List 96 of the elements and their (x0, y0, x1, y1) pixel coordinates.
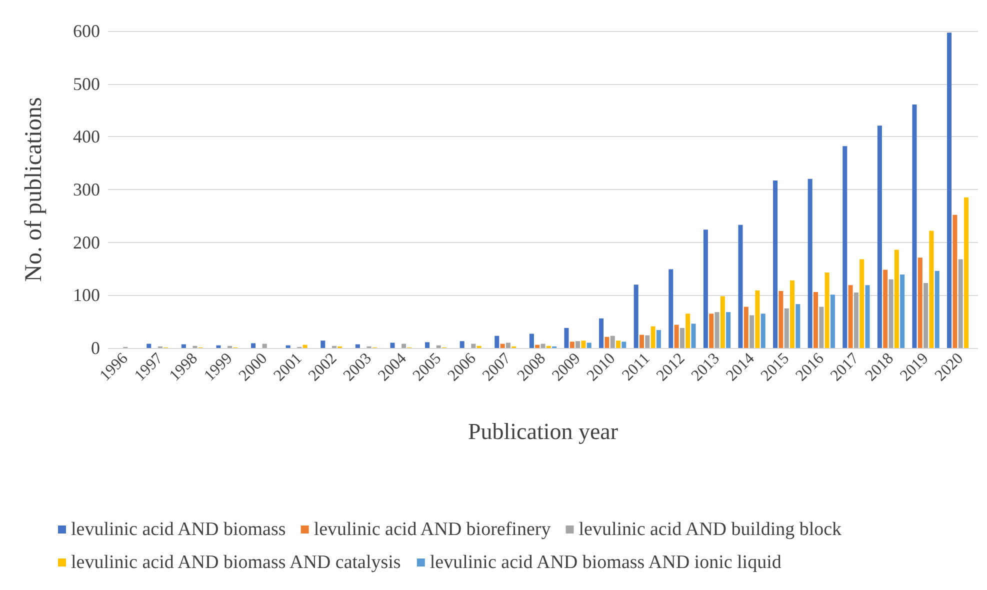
bar (506, 342, 510, 348)
bar (813, 292, 818, 348)
bar (755, 290, 760, 348)
bar (947, 32, 952, 348)
x-tick-label: 2011 (619, 350, 654, 384)
bar (570, 342, 574, 348)
bar (958, 259, 963, 348)
bar (709, 314, 714, 348)
bar (796, 304, 800, 348)
bar (750, 315, 754, 348)
bar (888, 279, 894, 348)
bar (738, 224, 743, 348)
bar (251, 343, 256, 348)
bar (436, 345, 441, 348)
x-axis-title: Publication year (468, 419, 618, 444)
bar (494, 336, 500, 348)
bar (808, 178, 812, 348)
bar (645, 335, 650, 348)
y-tick-label: 600 (73, 21, 100, 41)
bar (599, 318, 604, 348)
legend-label: levulinic acid AND biorefinery (314, 519, 552, 540)
bar (830, 294, 835, 348)
bar (355, 344, 360, 348)
bar (848, 285, 853, 348)
legend-label: levulinic acid AND building block (578, 519, 842, 540)
bar (842, 146, 848, 348)
bar (650, 326, 656, 348)
bar (471, 344, 476, 348)
bar (778, 290, 784, 348)
legend-label: levulinic acid AND biomass AND ionic liquid (430, 552, 782, 573)
bar (634, 284, 638, 348)
bar (686, 314, 690, 348)
bar (604, 336, 610, 348)
bar (773, 180, 778, 348)
bar (262, 344, 267, 348)
bar (500, 344, 505, 348)
y-axis-title: No. of publications (21, 97, 47, 282)
bar (529, 334, 534, 348)
bar (286, 345, 290, 348)
bar (181, 344, 186, 348)
bar (576, 341, 580, 348)
bar (964, 197, 969, 348)
y-tick-label: 200 (73, 232, 100, 252)
bar (216, 345, 221, 348)
bar (656, 330, 661, 348)
bar (860, 259, 864, 348)
bar (674, 324, 679, 348)
y-tick-label: 300 (73, 180, 100, 200)
bar (790, 280, 795, 348)
bar (726, 312, 731, 348)
bar (714, 312, 720, 348)
bar (639, 334, 644, 348)
bar (824, 272, 830, 348)
y-tick-label: 0 (91, 338, 100, 358)
bar (934, 270, 940, 348)
legend-label: levulinic acid AND biomass (71, 519, 286, 540)
bar (425, 342, 430, 348)
bar (581, 340, 586, 348)
bar (883, 270, 888, 348)
bar (900, 274, 905, 348)
bar (564, 328, 569, 348)
bar (302, 344, 308, 348)
bar (929, 230, 934, 348)
bar (877, 126, 882, 348)
bar (918, 258, 922, 348)
bar (703, 230, 708, 348)
bar (744, 306, 748, 348)
bar (402, 344, 406, 348)
bar (760, 314, 766, 348)
bar (616, 340, 621, 348)
bar (390, 342, 395, 348)
legend-label: levulinic acid AND biomass AND catalysis (71, 552, 401, 573)
bar (535, 344, 540, 348)
bar (460, 341, 464, 348)
bar (610, 336, 615, 348)
x-tick-label: 2001 (270, 350, 306, 385)
bar (622, 342, 626, 348)
y-tick-label: 100 (73, 285, 100, 306)
bar (668, 269, 674, 348)
bar (540, 344, 546, 348)
bar (819, 306, 824, 348)
y-tick-label: 400 (73, 126, 100, 147)
bar (691, 324, 696, 348)
bar (865, 285, 870, 348)
bar (952, 214, 958, 348)
bar (854, 292, 858, 348)
bar (680, 328, 684, 348)
bar (894, 250, 899, 348)
bar (784, 308, 789, 348)
bar (924, 283, 928, 348)
y-tick-label: 500 (73, 74, 100, 94)
bar (146, 344, 152, 348)
bar (720, 296, 725, 348)
bar (912, 104, 917, 348)
bar (586, 342, 592, 348)
bar (320, 340, 326, 348)
